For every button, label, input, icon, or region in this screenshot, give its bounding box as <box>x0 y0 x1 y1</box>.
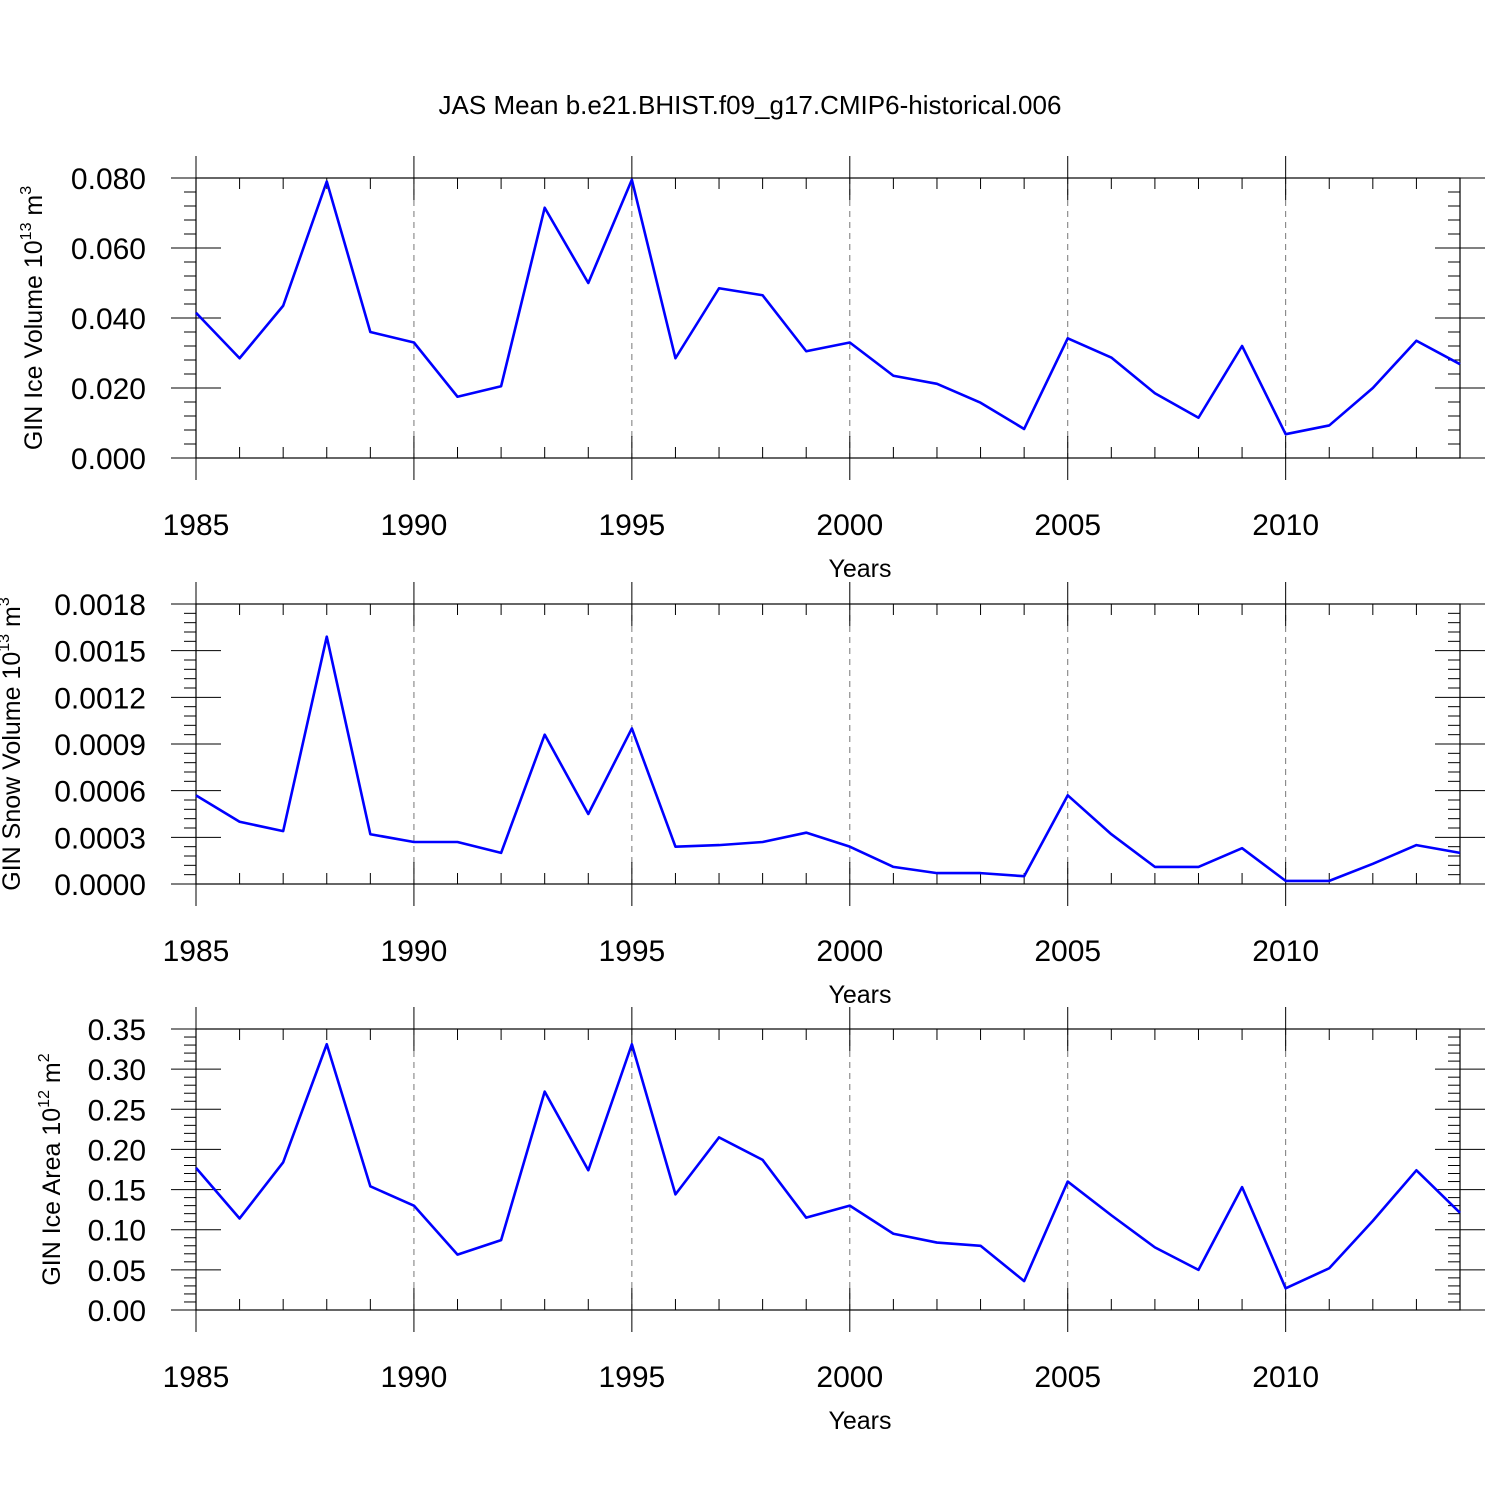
y-tick-label: 0.0009 <box>54 729 146 762</box>
x-axis-title: Years <box>828 1407 891 1435</box>
y-title-unit: m <box>0 606 26 634</box>
x-tick-label: 1985 <box>163 509 230 542</box>
chart-panel-2: 1985 1990 1995 2000 2005 2010 0.0000 0.0003 0.00… <box>0 582 1485 1009</box>
y-axis-title: GIN Ice Volume 1013 m3 <box>18 186 48 450</box>
x-tick-label: 1995 <box>598 509 665 542</box>
x-tick-label: 1995 <box>598 1361 665 1394</box>
y-tick-label: 0.00 <box>88 1295 146 1328</box>
y-title-exponent: 12 <box>36 1090 53 1108</box>
y-title-text: GIN Ice Volume 10 <box>20 240 48 450</box>
x-tick-label: 2005 <box>1034 509 1101 542</box>
y-title-text: GIN Ice Area 10 <box>38 1108 66 1286</box>
plot-frame <box>195 177 1461 459</box>
x-tick-label: 2005 <box>1034 1361 1101 1394</box>
y-tick-label: 0.000 <box>71 443 146 476</box>
y-tick-label: 0.0015 <box>54 636 146 669</box>
series-line <box>195 635 1461 883</box>
chart-panel-1: 1985 1990 1995 2000 2005 2010 0.000 0.020 0.040 0… <box>18 156 1485 583</box>
plot-frame <box>195 1028 1461 1311</box>
series-line <box>195 1042 1461 1290</box>
y-title-exponent: 13 <box>0 634 13 652</box>
x-tick-label: 1985 <box>163 1361 230 1394</box>
panels: 1985 1990 1995 2000 2005 2010 0.000 0.020 0.040 0… <box>0 156 1485 1435</box>
y-title-unit-exponent: 3 <box>18 186 35 195</box>
x-tick-label: 2000 <box>816 1361 883 1394</box>
y-title-exponent: 13 <box>18 222 35 240</box>
y-tick-label: 0.20 <box>88 1134 146 1167</box>
x-tick-label: 1990 <box>381 509 448 542</box>
y-tick-label: 0.15 <box>88 1175 146 1208</box>
y-tick-label: 0.35 <box>88 1014 146 1047</box>
x-tick-label: 1990 <box>381 935 448 968</box>
main-title: JAS Mean b.e21.BHIST.f09_g17.CMIP6-histo… <box>439 90 1062 120</box>
y-tick-label: 0.30 <box>88 1054 146 1087</box>
y-tick-label: 0.0000 <box>54 869 146 902</box>
y-tick-label: 0.0018 <box>54 589 146 622</box>
x-tick-label: 2000 <box>816 509 883 542</box>
x-tick-label: 1990 <box>381 1361 448 1394</box>
chart-panel-3: 1985 1990 1995 2000 2005 2010 0.00 0.05 0.10 0.15… <box>36 1007 1485 1435</box>
y-tick-label: 0.020 <box>71 373 146 406</box>
x-tick-label: 1985 <box>163 935 230 968</box>
y-title-text: GIN Snow Volume 10 <box>0 652 26 891</box>
x-tick-label: 2010 <box>1252 935 1319 968</box>
y-axis-title: GIN Snow Volume 1013 m3 <box>0 597 26 891</box>
y-tick-label: 0.0003 <box>54 822 146 855</box>
y-tick-label: 0.040 <box>71 303 146 336</box>
y-tick-label: 0.05 <box>88 1255 146 1288</box>
y-tick-label: 0.0012 <box>54 682 146 715</box>
x-tick-label: 2010 <box>1252 509 1319 542</box>
y-title-unit-exponent: 3 <box>0 597 13 606</box>
x-tick-label: 2000 <box>816 935 883 968</box>
series-line <box>195 178 1461 436</box>
y-title-unit-exponent: 2 <box>36 1053 53 1062</box>
y-tick-label: 0.060 <box>71 233 146 266</box>
y-axis-title: GIN Ice Area 1012 m2 <box>36 1053 66 1285</box>
plot-frame <box>195 603 1461 885</box>
y-title-unit: m <box>38 1062 66 1090</box>
x-axis-title: Years <box>828 981 891 1009</box>
y-tick-label: 0.0006 <box>54 776 146 809</box>
x-tick-label: 2010 <box>1252 1361 1319 1394</box>
y-tick-label: 0.25 <box>88 1094 146 1127</box>
y-tick-label: 0.080 <box>71 163 146 196</box>
y-tick-label: 0.10 <box>88 1215 146 1248</box>
x-axis-title: Years <box>828 555 891 583</box>
x-tick-label: 2005 <box>1034 935 1101 968</box>
y-title-unit: m <box>20 195 48 223</box>
x-tick-label: 1995 <box>598 935 665 968</box>
